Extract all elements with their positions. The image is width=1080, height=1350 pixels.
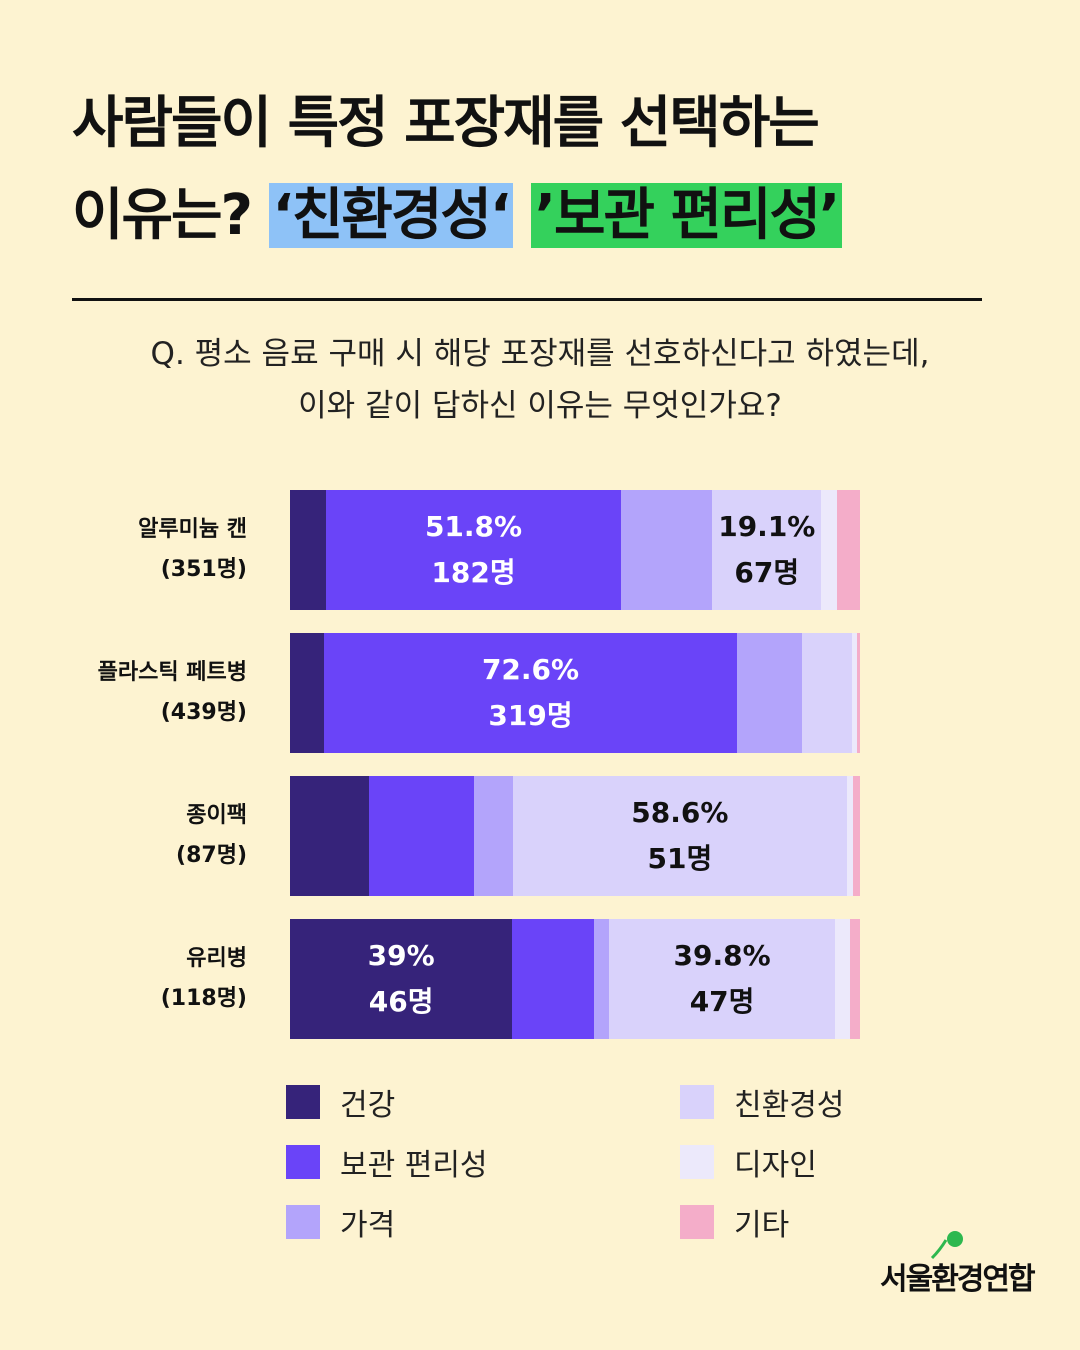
divider	[72, 298, 982, 301]
bar-segment	[473, 776, 513, 896]
legend-label: 친환경성	[734, 1088, 845, 1123]
leaf-icon	[930, 1231, 963, 1260]
bar-segment	[821, 490, 838, 610]
data-label: 72.6% 319명	[324, 647, 738, 739]
bar-segment	[512, 776, 847, 896]
row-label: 플라스틱 페트병 (439명)	[40, 653, 247, 733]
legend-item: 건강	[286, 1084, 395, 1123]
data-label-percent: 39.8%	[673, 939, 771, 972]
bar-segment	[290, 633, 324, 753]
row-label-count: (87명)	[176, 843, 247, 868]
data-label-percent: 51.8%	[424, 510, 523, 543]
legend-swatch	[680, 1145, 714, 1179]
data-label-count: 182명	[431, 556, 516, 589]
legend-item: 디자인	[680, 1144, 817, 1183]
row-label-name: 종이팩	[186, 803, 247, 828]
legend-swatch	[680, 1085, 714, 1119]
legend-item: 보관 편리성	[286, 1144, 488, 1183]
data-label: 58.6% 51명	[513, 790, 847, 882]
data-label-percent: 39%	[367, 939, 435, 972]
bar-segment	[594, 919, 609, 1039]
data-label-count: 319명	[488, 699, 573, 732]
bar-segment	[846, 776, 854, 896]
row-label: 종이팩 (87명)	[40, 796, 247, 876]
bar-segment	[857, 633, 860, 753]
row-label-count: (439명)	[160, 700, 247, 725]
bar-segment	[850, 919, 860, 1039]
bar-segment	[325, 490, 622, 610]
row-label-name: 알루미늄 캔	[138, 517, 247, 542]
data-label: 39.8% 47명	[609, 933, 836, 1025]
data-label: 19.1% 67명	[712, 504, 821, 596]
data-label-count: 46명	[368, 985, 434, 1018]
legend-item: 친환경성	[680, 1084, 844, 1123]
bar-row: 39% 46명 39.8% 47명	[290, 919, 860, 1039]
data-label-percent: 72.6%	[481, 653, 580, 686]
bar-segment	[368, 776, 474, 896]
row-label-name: 플라스틱 페트병	[97, 660, 247, 685]
page-title: 사람들이 특정 포장재를 선택하는 이유는? ‘친환경성‘ ’보관 편리성’	[72, 78, 1032, 262]
bar-segment	[852, 633, 858, 753]
bar-segment	[712, 490, 822, 610]
bar-segment	[512, 919, 595, 1039]
data-label: 51.8% 182명	[326, 504, 621, 596]
bar-segment	[290, 776, 369, 896]
bar-row: 51.8% 182명 19.1% 67명	[290, 490, 860, 610]
logo: 서울환경연합	[880, 1231, 1036, 1302]
bar-segment	[737, 633, 803, 753]
legend-label: 가격	[340, 1208, 396, 1243]
bar-segment	[853, 776, 860, 896]
bar-segment	[835, 919, 851, 1039]
bar-segment	[290, 919, 513, 1039]
question-line-2: 이와 같이 답하신 이유는 무엇인가요?	[298, 388, 782, 424]
bar-segment	[290, 490, 326, 610]
title-prefix: 이유는?	[72, 183, 253, 248]
data-label-count: 51명	[647, 842, 713, 875]
data-label: 39% 46명	[290, 933, 512, 1025]
bar-segment	[802, 633, 852, 753]
bar-segment	[608, 919, 836, 1039]
legend-swatch	[286, 1205, 320, 1239]
bar-segment	[621, 490, 713, 610]
logo-text: 서울환경연합	[880, 1262, 1036, 1297]
legend-label: 기타	[734, 1208, 790, 1243]
title-line-2: 이유는? ‘친환경성‘ ’보관 편리성’	[72, 170, 1032, 262]
row-label: 유리병 (118명)	[40, 939, 247, 1019]
title-line-1: 사람들이 특정 포장재를 선택하는	[72, 91, 820, 156]
legend-swatch	[286, 1085, 320, 1119]
legend-label: 건강	[340, 1088, 396, 1123]
row-label-count: (351명)	[160, 557, 247, 582]
data-label-count: 67명	[734, 556, 800, 589]
row-label: 알루미늄 캔 (351명)	[40, 510, 247, 590]
legend-item: 가격	[286, 1204, 395, 1243]
legend-swatch	[680, 1205, 714, 1239]
row-label-name: 유리병	[186, 946, 247, 971]
legend-swatch	[286, 1145, 320, 1179]
bar-segment	[837, 490, 860, 610]
legend-item: 기타	[680, 1204, 789, 1243]
data-label-percent: 19.1%	[718, 510, 816, 543]
bar-row: 72.6% 319명	[290, 633, 860, 753]
title-highlight-storage: ’보관 편리성’	[530, 183, 843, 248]
question-text: Q. 평소 음료 구매 시 해당 포장재를 선호하신다고 하였는데, 이와 같이…	[60, 328, 1020, 432]
bar-segment	[323, 633, 738, 753]
data-label-percent: 58.6%	[631, 796, 729, 829]
title-highlight-eco: ‘친환경성‘	[268, 183, 514, 248]
legend-label: 보관 편리성	[340, 1148, 488, 1183]
bar-row: 58.6% 51명	[290, 776, 860, 896]
row-label-count: (118명)	[160, 986, 247, 1011]
legend-label: 디자인	[734, 1148, 817, 1183]
data-label-count: 47명	[689, 985, 755, 1018]
question-line-1: Q. 평소 음료 구매 시 해당 포장재를 선호하신다고 하였는데,	[150, 336, 930, 372]
